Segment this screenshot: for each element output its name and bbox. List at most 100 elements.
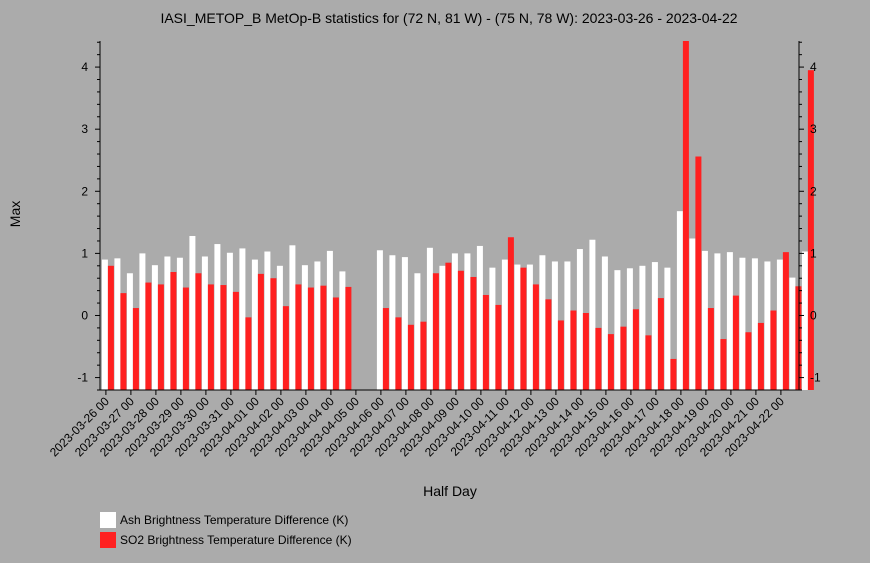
ash-bar-22	[376, 250, 383, 390]
so2-bar-9	[220, 285, 227, 390]
so2-bar-50	[732, 295, 739, 390]
ash-bar-48	[701, 250, 708, 390]
ash-bar-15	[289, 245, 296, 390]
y-tick-label: 1	[81, 246, 88, 260]
so2-bar-37	[570, 310, 577, 390]
ash-bar-40	[601, 256, 608, 390]
ash-bar-36	[551, 261, 558, 390]
legend-label-0: Ash Brightness Temperature Difference (K…	[120, 513, 348, 527]
so2-bar-12	[257, 273, 264, 390]
so2-bar-38	[582, 312, 589, 390]
ash-bar-1	[114, 258, 121, 390]
x-axis-label: Half Day	[423, 483, 477, 499]
so2-bar-39	[595, 327, 602, 390]
y-tick-label: -1	[77, 371, 88, 385]
ash-bar-9	[214, 244, 221, 390]
ash-bar-4	[151, 265, 158, 390]
so2-bar-36	[557, 320, 564, 390]
so2-bar-29	[470, 276, 477, 390]
so2-bar-3	[145, 282, 152, 390]
bars-group	[101, 41, 814, 391]
so2-bar-47	[695, 156, 702, 390]
y-tick-label-right: 2	[810, 184, 817, 198]
ash-bar-6	[176, 257, 183, 390]
legend-swatch-0	[100, 512, 116, 528]
ash-bar-53	[764, 261, 771, 390]
ash-bar-43	[639, 265, 646, 390]
ash-bar-12	[251, 259, 258, 390]
ash-bar-16	[301, 265, 308, 390]
so2-bar-32	[507, 237, 514, 390]
so2-bar-41	[620, 326, 627, 390]
ash-bar-8	[201, 256, 208, 390]
so2-bar-14	[282, 306, 289, 390]
so2-bar-5	[170, 272, 177, 390]
ash-bar-3	[139, 253, 146, 390]
so2-bar-28	[457, 270, 464, 390]
so2-bar-4	[157, 284, 164, 390]
y-tick-label-right: -1	[810, 371, 821, 385]
so2-bar-16	[307, 287, 314, 390]
ash-bar-51	[739, 257, 746, 390]
ash-bar-26	[426, 247, 433, 390]
ash-bar-13	[264, 251, 271, 390]
ash-bar-44	[651, 262, 658, 390]
ash-bar-10	[226, 252, 233, 390]
so2-bar-52	[757, 322, 764, 390]
so2-bar-6	[182, 287, 189, 390]
y-tick-label: 4	[81, 60, 88, 74]
so2-bar-2	[132, 308, 139, 390]
ash-bar-18	[326, 250, 333, 390]
ash-bar-33	[514, 264, 521, 390]
so2-bar-13	[270, 278, 277, 390]
so2-bar-33	[520, 267, 527, 390]
ash-bar-55	[789, 277, 796, 390]
ash-bar-37	[564, 261, 571, 390]
chart-title: IASI_METOP_B MetOp-B statistics for (72 …	[160, 10, 737, 26]
ash-bar-23	[389, 255, 396, 390]
ash-bar-38	[576, 249, 583, 390]
legend: Ash Brightness Temperature Difference (K…	[100, 512, 352, 548]
so2-bar-40	[607, 334, 614, 390]
so2-bar-34	[532, 284, 539, 390]
ash-bar-25	[414, 273, 421, 390]
ash-bar-7	[189, 235, 196, 390]
y-tick-label-right: 4	[810, 60, 817, 74]
ash-bar-2	[126, 273, 133, 390]
so2-bar-30	[482, 294, 489, 390]
ash-bar-54	[776, 259, 783, 390]
so2-bar-45	[670, 358, 677, 390]
y-tick-label-right: 0	[810, 308, 817, 322]
so2-bar-44	[657, 298, 664, 390]
so2-bar-42	[632, 309, 639, 390]
y-tick-label: 0	[81, 308, 88, 322]
y-tick-label-right: 3	[810, 122, 817, 136]
ash-bar-46	[676, 211, 683, 390]
so2-bar-10	[232, 291, 239, 390]
ash-bar-45	[664, 267, 671, 390]
ash-bar-19	[339, 271, 346, 390]
legend-swatch-1	[100, 532, 116, 548]
so2-bar-17	[320, 285, 327, 390]
y-axis-label: Max	[7, 201, 23, 227]
so2-bar-15	[295, 284, 302, 390]
y-tick-label-right: 1	[810, 246, 817, 260]
so2-bar-27	[445, 262, 452, 390]
ash-bar-50	[726, 252, 733, 390]
y-tick-label: 3	[81, 122, 88, 136]
ash-bar-35	[539, 255, 546, 390]
so2-bar-22	[382, 308, 389, 390]
so2-bar-48	[707, 308, 714, 390]
so2-bar-8	[207, 284, 214, 390]
so2-bar-19	[345, 286, 352, 390]
ash-bar-42	[626, 268, 633, 390]
so2-bar-25	[420, 321, 427, 390]
so2-bar-1	[120, 293, 127, 390]
so2-bar-24	[407, 324, 414, 390]
so2-bar-11	[245, 317, 252, 390]
so2-bar-0	[107, 265, 114, 390]
so2-bar-23	[395, 317, 402, 390]
so2-bar-46	[682, 41, 689, 390]
so2-bar-7	[195, 273, 202, 390]
